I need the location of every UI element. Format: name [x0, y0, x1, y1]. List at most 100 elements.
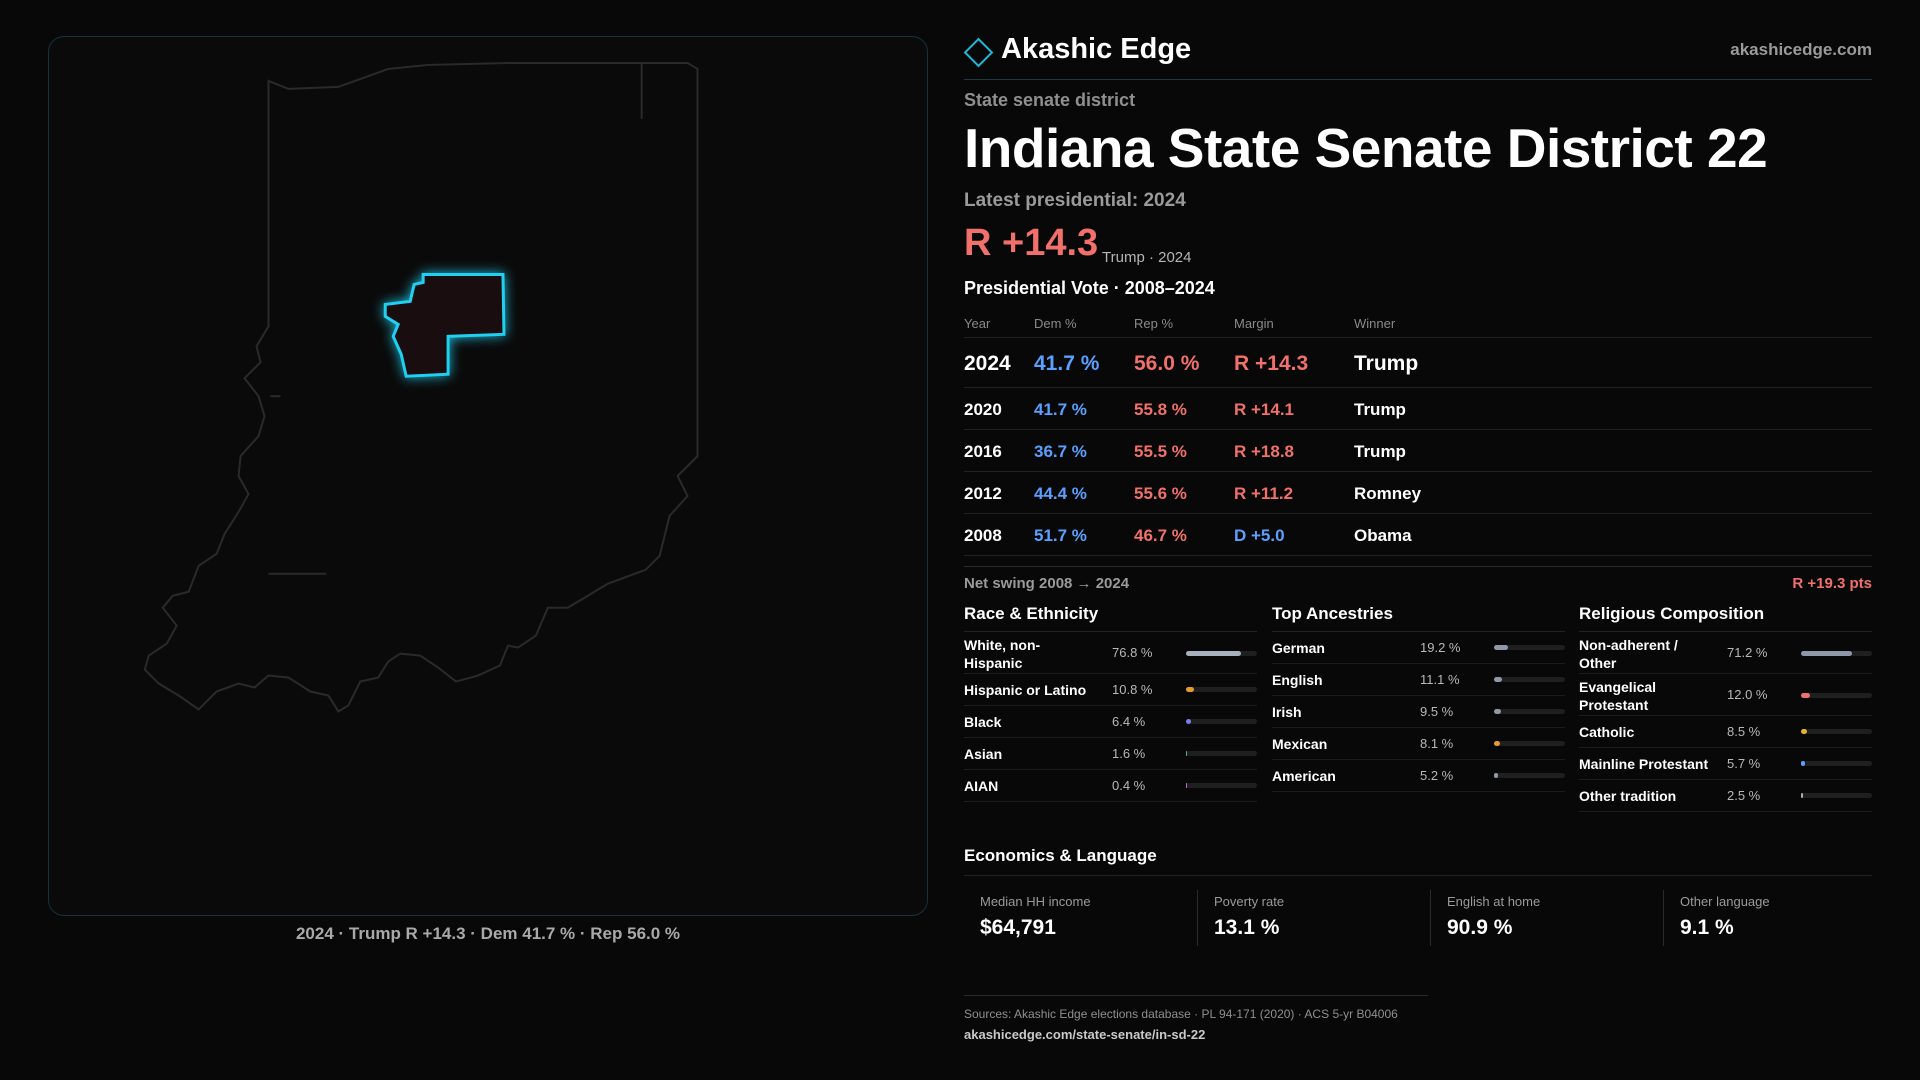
religion-bar: [1801, 651, 1872, 656]
dem-cell: 44.4 %: [1034, 484, 1087, 503]
net-swing-row: Net swing 2008 → 2024 R +19.3 pts: [964, 566, 1872, 594]
rep-cell: 55.5 %: [1134, 442, 1187, 461]
list-item: American 5.2 %: [1272, 760, 1565, 792]
religion-bar: [1801, 793, 1872, 798]
religion-bar: [1801, 729, 1872, 734]
table-row: 2008 51.7 % 46.7 % D +5.0 Obama: [964, 514, 1872, 556]
ancestry-label: English: [1272, 672, 1323, 688]
econ-label: Median HH income: [980, 894, 1091, 909]
econ-value: 90.9 %: [1447, 916, 1513, 939]
ancestries-title: Top Ancestries: [1272, 604, 1565, 632]
winner-cell: Romney: [1354, 484, 1422, 503]
list-item: Asian 1.6 %: [964, 738, 1257, 770]
econ-stat-other-language: Other language 9.1 %: [1663, 890, 1872, 946]
race-bar: [1186, 687, 1257, 692]
net-swing-value: R +19.3 pts: [1792, 575, 1872, 592]
religion-label: Mainline Protestant: [1579, 756, 1709, 772]
race-value: 1.6 %: [1112, 746, 1146, 761]
brand-url-link[interactable]: akashicedge.com: [1730, 40, 1872, 59]
race-bar-fill: [1186, 651, 1241, 656]
dem-cell: 51.7 %: [1034, 526, 1087, 545]
winner-cell: Trump: [1354, 442, 1406, 461]
religion-label: Other tradition: [1579, 788, 1677, 804]
econ-value: 13.1 %: [1214, 916, 1280, 939]
list-item: Black 6.4 %: [964, 706, 1257, 738]
list-item: German 19.2 %: [1272, 632, 1565, 664]
race-value: 10.8 %: [1112, 682, 1153, 697]
religion-panel: Religious Composition Non-adherent / Oth…: [1579, 604, 1872, 812]
year-cell: 2008: [964, 526, 1002, 545]
religion-bar-fill: [1801, 761, 1806, 766]
list-item: Mainline Protestant 5.7 %: [1579, 748, 1872, 780]
econ-label: Poverty rate: [1214, 894, 1285, 909]
race-ethnicity-title: Race & Ethnicity: [964, 604, 1257, 632]
headline-margin: R +14.3: [964, 222, 1099, 264]
sources-footer: Sources: Akashic Edge elections database…: [964, 995, 1428, 1042]
table-row: 2012 44.4 % 55.6 % R +11.2 Romney: [964, 472, 1872, 514]
year-cell: 2024: [964, 352, 1011, 375]
winner-cell: Trump: [1354, 400, 1406, 419]
race-ethnicity-panel: Race & Ethnicity White, non-Hispanic 76.…: [964, 604, 1257, 802]
ancestry-label: Mexican: [1272, 736, 1328, 752]
ancestry-value: 19.2 %: [1420, 640, 1461, 655]
ancestry-label: German: [1272, 640, 1325, 656]
religion-value: 8.5 %: [1727, 724, 1761, 739]
econ-label: English at home: [1447, 894, 1541, 909]
religion-value: 2.5 %: [1727, 788, 1761, 803]
race-bar: [1186, 783, 1257, 788]
state-map: [143, 61, 699, 713]
winner-cell: Obama: [1354, 526, 1412, 545]
column-header-year: Year: [964, 316, 991, 331]
econ-value: 9.1 %: [1680, 916, 1734, 939]
ancestry-value: 9.5 %: [1420, 704, 1454, 719]
race-bar: [1186, 751, 1257, 756]
state-outline: [143, 61, 699, 713]
list-item: Catholic 8.5 %: [1579, 716, 1872, 748]
econ-label: Other language: [1680, 894, 1770, 909]
ancestry-value: 5.2 %: [1420, 768, 1454, 783]
year-cell: 2012: [964, 484, 1002, 503]
ancestry-value: 11.1 %: [1420, 672, 1460, 687]
ancestry-bar: [1494, 645, 1565, 650]
list-item: Evangelical Protestant 12.0 %: [1579, 674, 1872, 716]
sources-line: Sources: Akashic Edge elections database…: [964, 1007, 1398, 1021]
list-item: AIAN 0.4 %: [964, 770, 1257, 802]
ancestry-bar: [1494, 773, 1565, 778]
year-cell: 2016: [964, 442, 1002, 461]
brand-header: Akashic Edge akashicedge.com: [963, 30, 1872, 80]
brand-name[interactable]: Akashic Edge: [1001, 33, 1192, 65]
ancestry-bar-fill: [1494, 741, 1500, 746]
race-value: 76.8 %: [1112, 645, 1153, 660]
table-header-row: Year Dem % Rep % Margin Winner: [964, 312, 1872, 338]
religion-bar-fill: [1801, 793, 1803, 798]
race-bar-fill: [1186, 719, 1191, 724]
race-value: 0.4 %: [1112, 778, 1146, 793]
list-item: Other tradition 2.5 %: [1579, 780, 1872, 812]
list-item: English 11.1 %: [1272, 664, 1565, 696]
headline-sub: Trump · 2024: [1102, 249, 1192, 266]
ancestry-bar-fill: [1494, 645, 1508, 650]
map-panel[interactable]: [48, 36, 928, 916]
race-bar-fill: [1186, 687, 1194, 692]
ancestry-value: 8.1 %: [1420, 736, 1454, 751]
religion-value: 12.0 %: [1727, 687, 1768, 702]
religion-bar: [1801, 761, 1872, 766]
source-url-link[interactable]: akashicedge.com/state-senate/in-sd-22: [964, 1027, 1206, 1042]
column-header-winner: Winner: [1354, 316, 1396, 331]
margin-cell: D +5.0: [1234, 526, 1285, 545]
race-label: Hispanic or Latino: [964, 682, 1087, 698]
ancestries-panel: Top Ancestries German 19.2 % English 11.…: [1272, 604, 1565, 792]
year-cell: 2020: [964, 400, 1002, 419]
ancestry-bar-fill: [1494, 677, 1502, 682]
ancestry-bar-fill: [1494, 773, 1498, 778]
page-kicker: State senate district: [964, 90, 1136, 110]
rep-cell: 46.7 %: [1134, 526, 1187, 545]
margin-cell: R +18.8: [1234, 442, 1295, 461]
dem-cell: 36.7 %: [1034, 442, 1087, 461]
religion-bar-fill: [1801, 651, 1852, 656]
margin-cell: R +14.1: [1234, 400, 1295, 419]
district-22-shape[interactable]: [383, 272, 506, 378]
race-bar-fill: [1186, 783, 1187, 788]
religion-label: Non-adherent / Other: [1579, 637, 1678, 671]
religion-value: 5.7 %: [1727, 756, 1761, 771]
